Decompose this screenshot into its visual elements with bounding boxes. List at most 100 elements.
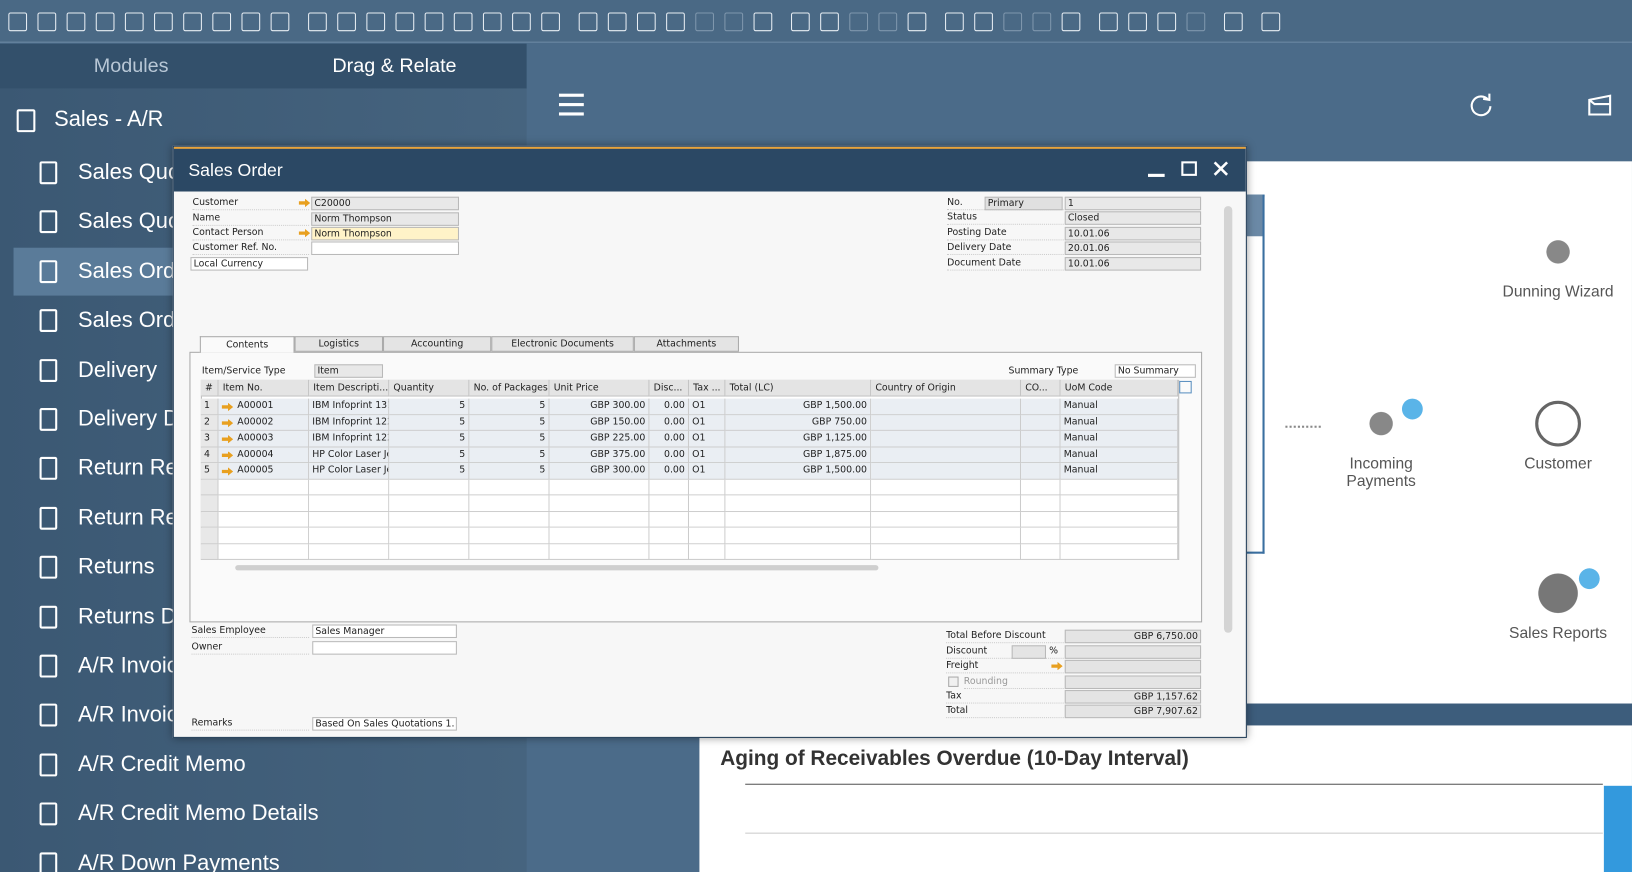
toolbar-button[interactable] [945,12,964,32]
menu-item[interactable]: Sales Quo [78,160,181,185]
dropdown[interactable]: Sales Manager [312,624,457,639]
toolbar-button[interactable] [849,12,869,32]
toolbar-button[interactable] [241,12,261,32]
menu-item[interactable]: Delivery [78,357,158,382]
toolbar-button[interactable] [183,12,202,32]
panel-icon[interactable] [1586,92,1613,119]
menu-item[interactable]: Sales Ord [78,308,176,333]
tab[interactable]: Attachments [633,336,739,352]
field[interactable]: C20000 [311,196,459,211]
field[interactable]: 10.01.06 [1064,257,1202,271]
menu-item[interactable]: A/R Credit Memo Details [78,801,319,826]
v-scrollbar[interactable] [1223,206,1233,633]
maximize-button[interactable] [1181,161,1197,176]
column-header[interactable]: CO... [1021,379,1061,397]
tile-label[interactable]: Dunning Wizard [1502,283,1614,301]
toolbar-button[interactable] [8,12,28,32]
nav-tab[interactable]: Modules [93,55,169,78]
toolbar-button[interactable] [607,12,627,32]
hamburger-menu[interactable] [558,92,584,119]
menu-item[interactable]: Sales Quo [78,209,181,234]
field[interactable]: Closed [1064,211,1202,225]
dropdown[interactable]: Primary [984,196,1063,211]
toolbar-button[interactable] [154,12,173,32]
tile-label[interactable]: Sales Reports [1509,624,1608,643]
toolbar-button[interactable] [541,12,560,32]
link-arrow[interactable] [221,402,234,412]
column-header[interactable]: Item No. [218,379,310,397]
toolbar-button[interactable] [453,12,473,32]
column-header[interactable]: Total (LC) [725,379,872,397]
toolbar-button[interactable] [878,12,898,32]
toolbar-button[interactable] [1003,12,1023,32]
tab[interactable]: Electronic Documents [491,336,634,352]
toolbar-button[interactable] [95,12,115,32]
dropdown[interactable]: Item [314,364,384,378]
toolbar-button[interactable] [212,12,232,32]
toolbar-button[interactable] [666,12,685,32]
column-header[interactable]: Tax ... [689,379,726,397]
column-header[interactable]: Unit Price [549,379,650,397]
toolbar-button[interactable] [270,12,290,32]
field[interactable]: Norm Thompson [311,212,459,226]
field[interactable] [1011,645,1047,659]
toolbar-button[interactable] [1261,12,1281,32]
toolbar-button[interactable] [791,12,810,32]
toolbar-button[interactable] [124,12,144,32]
toolbar-button[interactable] [1061,12,1081,32]
checkbox[interactable] [948,676,959,687]
toolbar-button[interactable] [724,12,744,32]
toolbar-button[interactable] [424,12,444,32]
menu-item[interactable]: A/R Credit Memo [78,752,246,777]
toolbar-button[interactable] [337,12,356,32]
toolbar-button[interactable] [37,12,57,32]
toolbar-button[interactable] [1032,12,1052,32]
tab[interactable]: Logistics [294,336,384,352]
toolbar-button[interactable] [636,12,656,32]
menu-item[interactable]: A/R Invoic [78,653,178,678]
link-arrow[interactable] [221,418,234,428]
toolbar-button[interactable] [1186,12,1206,32]
toolbar-button[interactable] [1128,12,1147,32]
column-header[interactable]: Country of Origin [871,379,1022,397]
field[interactable] [1064,659,1202,674]
field[interactable]: Norm Thompson [311,226,459,241]
toolbar-button[interactable] [66,12,86,32]
link-arrow[interactable] [221,451,234,460]
link-arrow[interactable] [221,435,234,444]
refresh-icon[interactable] [1468,92,1495,119]
tile-icon[interactable] [1535,570,1581,617]
toolbar-button[interactable] [753,12,773,32]
toolbar-button[interactable] [1099,12,1118,32]
column-header[interactable]: UoM Code [1060,379,1179,397]
column-header[interactable]: Item Descripti... [309,379,390,397]
link-arrow[interactable] [298,198,311,208]
field[interactable] [311,241,459,255]
field[interactable]: 10.01.06 [1064,226,1202,241]
toolbar-button[interactable] [1223,12,1243,32]
column-header[interactable]: Quantity [389,379,470,397]
tab[interactable]: Accounting [383,336,492,352]
field[interactable]: GBP 7,907.62 [1064,704,1202,719]
link-arrow[interactable] [298,228,311,238]
nav-tab[interactable]: Drag & Relate [332,55,457,78]
tile-label[interactable]: Customer [1524,454,1592,473]
field[interactable]: 20.01.06 [1064,241,1202,255]
menu-item[interactable]: Delivery D [78,406,179,431]
field[interactable] [312,641,457,655]
link-arrow[interactable] [221,467,234,476]
toolbar-button[interactable] [820,12,839,32]
field[interactable]: 1 [1064,196,1202,211]
menu-item[interactable]: A/R Invoic [78,702,178,727]
minimize-button[interactable] [1148,173,1165,177]
toolbar-button[interactable] [482,12,502,32]
tile-label[interactable]: Incoming Payments [1346,454,1416,491]
tile-icon[interactable] [1535,228,1581,275]
menu-item[interactable]: Return Re [78,456,178,481]
tab[interactable]: Contents [199,336,295,353]
toolbar-button[interactable] [974,12,993,32]
link-arrow[interactable] [1051,661,1063,671]
field[interactable]: GBP 6,750.00 [1064,629,1202,644]
resize-icon[interactable] [1179,380,1192,394]
dropdown[interactable]: Local Currency [190,257,309,271]
